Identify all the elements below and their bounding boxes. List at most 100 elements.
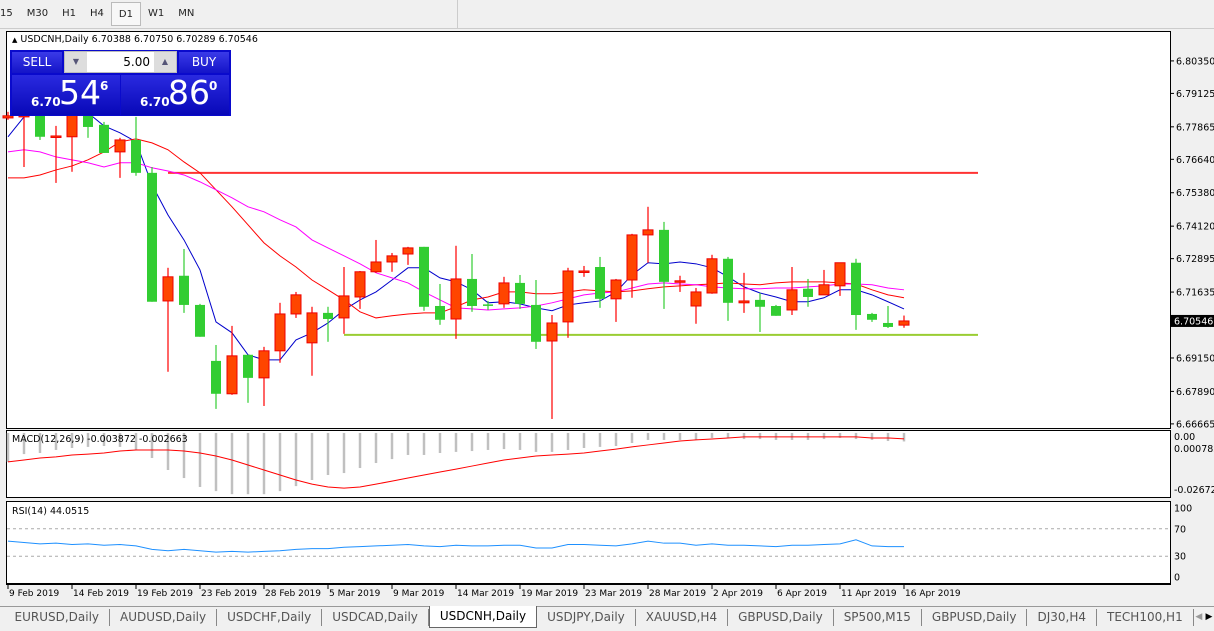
- price-tick-label: 6.76640: [1176, 155, 1214, 166]
- date-tick-label: 2 Apr 2019: [713, 589, 763, 599]
- bull-candle: [50, 135, 62, 138]
- divider: [0, 28, 1214, 29]
- chart-tab[interactable]: USDCNH,Daily: [428, 606, 538, 628]
- chart-area[interactable]: 6.80350 6.79125 6.77865 6.76640 6.75380 6.741…: [0, 29, 1214, 606]
- collapse-triangle-icon[interactable]: ▲: [12, 36, 18, 44]
- date-tick-label: 14 Feb 2019: [73, 589, 129, 599]
- current-price-label: 6.70546: [1174, 316, 1213, 327]
- date-tick-label: 14 Mar 2019: [457, 589, 514, 599]
- bear-candle: [755, 299, 765, 307]
- price-tick-label: 6.74120: [1176, 222, 1214, 233]
- bear-candle: [179, 275, 189, 305]
- bear-candle: [243, 354, 253, 378]
- date-tick-label: 23 Mar 2019: [585, 589, 642, 599]
- decrease-lot-button[interactable]: ▼: [65, 52, 87, 72]
- bear-candle: [147, 172, 157, 302]
- chart-tab[interactable]: GBPUSD,Daily: [728, 609, 834, 626]
- sell-button[interactable]: SELL: [12, 52, 62, 73]
- bear-candle: [83, 111, 93, 127]
- chart-tab[interactable]: USDJPY,Daily: [537, 609, 636, 626]
- timeframe-h4[interactable]: H4: [89, 8, 104, 19]
- chart-tab[interactable]: EURUSD,Daily: [5, 609, 111, 626]
- bear-candle: [323, 312, 333, 319]
- rsi-tick-label: 70: [1174, 524, 1186, 535]
- bull-candle: [370, 261, 382, 273]
- bear-candle: [211, 360, 221, 394]
- bull-candle: [706, 258, 718, 294]
- date-tick-label: 6 Apr 2019: [777, 589, 827, 599]
- chart-tab[interactable]: GBPUSD,Daily: [922, 609, 1028, 626]
- arrow-right-icon[interactable]: ▶: [1205, 612, 1213, 622]
- lot-size-stepper: ▼ ▲: [64, 51, 177, 73]
- arrow-left-icon[interactable]: ◀: [1195, 612, 1203, 622]
- bull-candle: [674, 280, 686, 283]
- chart-tab[interactable]: USDCHF,Daily: [217, 609, 323, 626]
- bear-candle: [883, 322, 893, 327]
- increase-lot-button[interactable]: ▲: [154, 52, 176, 72]
- buy-price[interactable]: 6.70 86 0: [121, 73, 229, 115]
- sell-price[interactable]: 6.70 54 6: [12, 73, 120, 115]
- bull-candle: [274, 313, 286, 352]
- date-tick-label: 16 Apr 2019: [905, 589, 961, 599]
- price-tick-label: 6.75380: [1176, 188, 1214, 199]
- timeframe-15[interactable]: 15: [0, 8, 13, 19]
- timeframe-d1[interactable]: D1: [110, 2, 141, 26]
- chart-tab[interactable]: DJ30,H4: [1027, 609, 1098, 626]
- bull-candle: [386, 255, 398, 263]
- bull-candle: [642, 229, 654, 236]
- chart-tab[interactable]: AUDUSD,Daily: [110, 609, 218, 626]
- date-tick-label: 11 Apr 2019: [841, 589, 897, 599]
- current-price-tag: [1171, 314, 1214, 327]
- bear-candle: [659, 229, 669, 282]
- bear-candle: [595, 267, 605, 299]
- rsi-line: [7, 539, 905, 553]
- bull-candle: [354, 271, 366, 298]
- price-tick-label: 6.69150: [1176, 353, 1214, 364]
- rsi-tick-label: 0: [1174, 572, 1180, 583]
- bull-candle: [786, 289, 798, 311]
- chart-tab[interactable]: XAUUSD,H4: [636, 609, 729, 626]
- bear-candle: [467, 278, 477, 306]
- price-tick-label: 6.77865: [1176, 122, 1214, 133]
- date-tick-label: 23 Feb 2019: [201, 589, 257, 599]
- timeframe-m30[interactable]: M30: [26, 8, 49, 19]
- rsi-tick-label: 30: [1174, 552, 1186, 563]
- buy-price-pip: 0: [209, 79, 218, 93]
- macd-label: MACD(12,26,9) -0.003872 -0.002663: [12, 434, 188, 445]
- buy-button[interactable]: BUY: [179, 52, 229, 73]
- timeframe-h1[interactable]: H1: [62, 8, 76, 19]
- bull-candle: [818, 284, 830, 296]
- bull-candle: [226, 355, 238, 395]
- date-tick-label: 28 Feb 2019: [265, 589, 321, 599]
- date-tick-label: 19 Feb 2019: [137, 589, 193, 599]
- sell-price-big: 54: [59, 73, 101, 112]
- bull-candle: [738, 300, 750, 304]
- bull-candle: [626, 234, 638, 281]
- bull-candle: [450, 278, 462, 320]
- bull-candle: [610, 279, 622, 300]
- lot-size-input[interactable]: [87, 52, 154, 72]
- bull-candle: [338, 295, 350, 319]
- chart-tab[interactable]: SP500,M15: [834, 609, 922, 626]
- date-tick-label: 5 Mar 2019: [329, 589, 381, 599]
- bear-candle: [419, 246, 429, 307]
- chart-tab[interactable]: USDCAD,Daily: [322, 609, 429, 626]
- rsi-label: RSI(14) 44.0515: [12, 506, 89, 517]
- rsi-tick-label: 100: [1174, 504, 1192, 515]
- macd-top-tick-overlap: 0.00: [1174, 432, 1195, 443]
- chart-header: ▲ USDCNH,Daily 6.70388 6.70750 6.70289 6…: [12, 34, 258, 45]
- date-tick-label: 28 Mar 2019: [649, 589, 706, 599]
- chart-tab[interactable]: TECH100,H1: [1097, 609, 1194, 626]
- timeframe-w1[interactable]: W1: [147, 8, 165, 19]
- price-tick-label: 6.72895: [1176, 254, 1214, 265]
- bear-candle: [515, 282, 525, 304]
- bull-candle: [546, 322, 558, 342]
- bear-candle: [195, 304, 205, 337]
- bear-candle: [483, 304, 493, 306]
- bear-candle: [771, 305, 781, 316]
- timeframe-mn[interactable]: MN: [178, 8, 195, 19]
- bear-candle: [803, 288, 813, 297]
- bear-candle: [723, 258, 733, 303]
- one-click-trading-panel: SELL ▼ ▲ BUY 6.70 54 6 6.70 86 0: [10, 50, 231, 116]
- bear-candle: [99, 124, 109, 153]
